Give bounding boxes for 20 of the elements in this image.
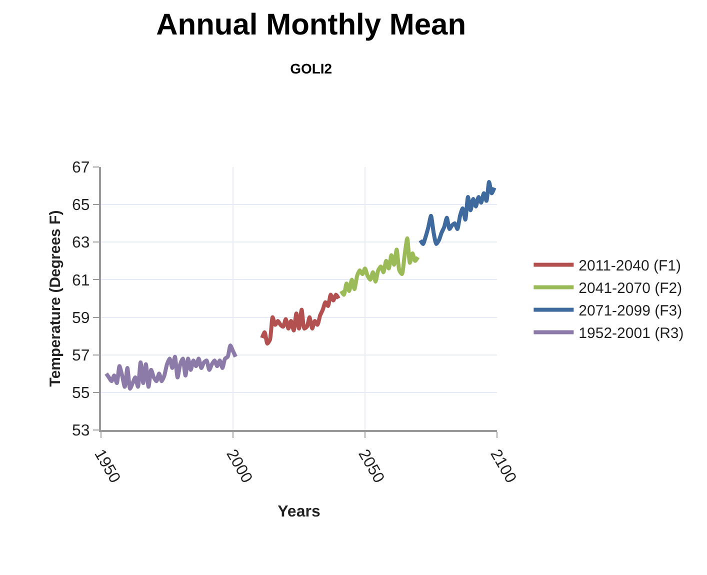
y-tick-label: 59: [72, 310, 90, 327]
y-tick-label: 55: [72, 385, 90, 402]
chart-title: Annual Monthly Mean: [156, 8, 466, 42]
line-series: [260, 292, 341, 346]
line-series: [418, 180, 496, 246]
x-axis-title: Years: [278, 503, 320, 520]
y-tick-label: 67: [72, 160, 90, 177]
legend-label: 2011-2040 (F1): [578, 258, 681, 275]
y-tick-label: 57: [72, 347, 90, 364]
legend-label: 2041-2070 (F2): [578, 280, 682, 298]
line-series: [104, 343, 238, 391]
y-tick-label: 65: [72, 197, 90, 214]
legend-label: 2071-2099 (F3): [578, 302, 682, 320]
y-tick-label: 63: [72, 234, 90, 252]
y-tick-label: 61: [72, 272, 90, 290]
chart-subtitle: GOLI2: [290, 60, 332, 76]
legend-label: 1952-2001 (R3): [578, 325, 684, 342]
y-axis-title: Temperature (Degrees F): [46, 210, 64, 387]
y-tick-label: 53: [72, 422, 90, 440]
line-series: [339, 236, 420, 297]
